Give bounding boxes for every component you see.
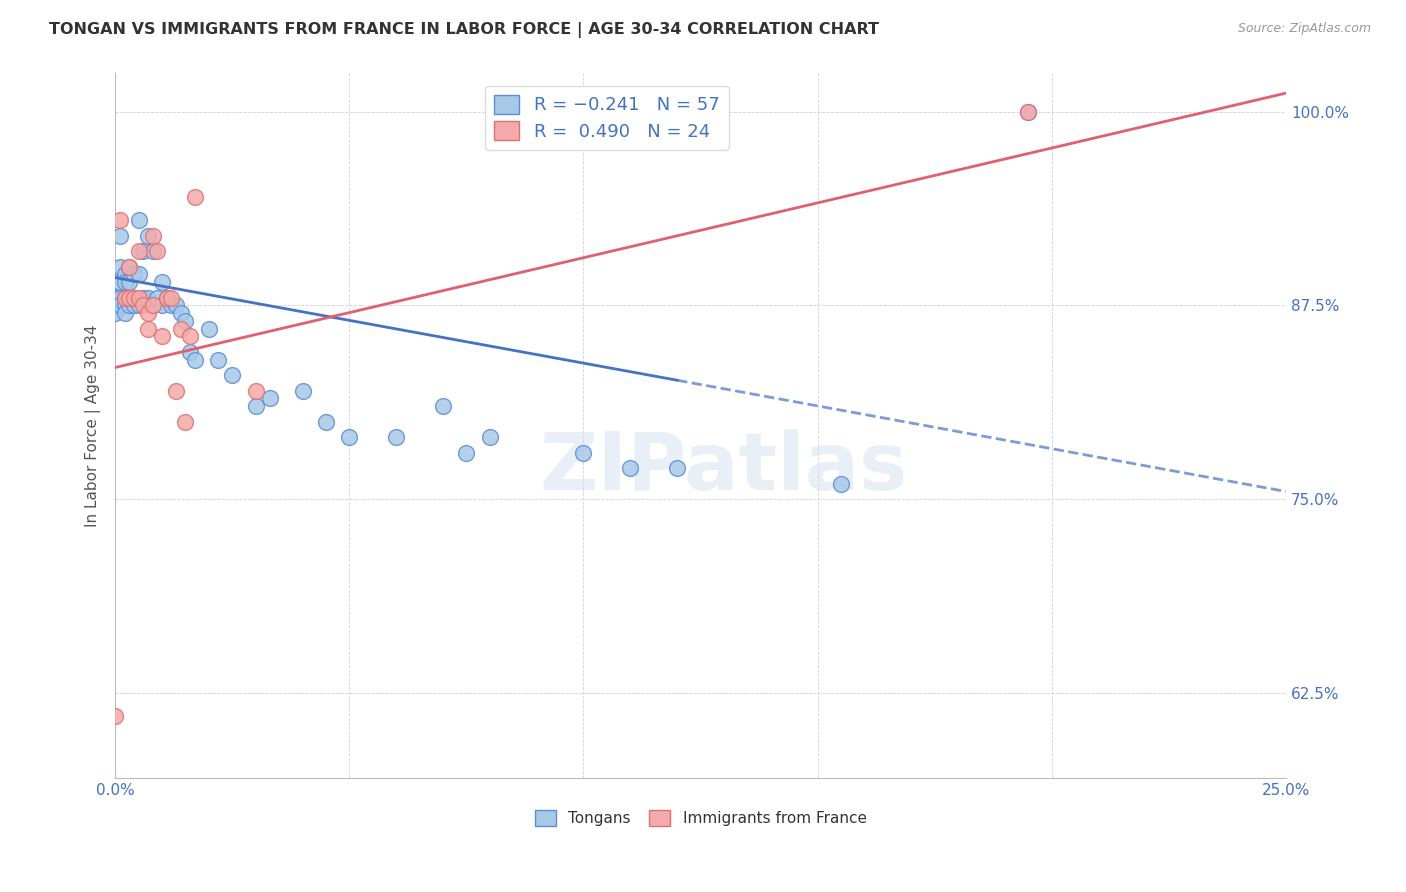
Point [108,298,131,312]
Text: TONGAN VS IMMIGRANTS FROM FRANCE IN LABOR FORCE | AGE 30-34 CORRELATION CHART: TONGAN VS IMMIGRANTS FROM FRANCE IN LABO… [49,22,879,38]
Point [118,260,141,274]
Point [142,298,165,312]
Point [315,415,337,429]
Point [174,415,197,429]
Point [108,260,131,274]
Point [108,291,131,305]
Y-axis label: In Labor Force | Age 30-34: In Labor Force | Age 30-34 [86,325,101,527]
Point [142,244,165,259]
Point [136,306,159,320]
Point [118,298,141,312]
Point [114,291,136,305]
Point [478,430,501,444]
Point [337,430,360,444]
Point [132,244,155,259]
Point [666,461,689,475]
Point [174,314,197,328]
Point [104,291,127,305]
Point [128,268,150,282]
Point [198,322,221,336]
Point [114,306,136,320]
Point [245,399,267,413]
Point [122,291,145,305]
Point [179,329,201,343]
Point [122,268,145,282]
Point [122,291,145,305]
Point [128,298,150,312]
Point [170,322,193,336]
Point [114,298,136,312]
Point [146,244,169,259]
Point [118,275,141,289]
Point [179,345,201,359]
Point [104,298,127,312]
Point [142,298,165,312]
Point [108,228,131,243]
Point [104,298,127,312]
Point [1017,104,1039,119]
Point [160,291,183,305]
Point [114,291,136,305]
Point [170,306,193,320]
Point [619,461,641,475]
Point [114,268,136,282]
Point [1017,104,1039,119]
Point [385,430,408,444]
Point [221,368,243,383]
Legend: Tongans, Immigrants from France: Tongans, Immigrants from France [527,802,875,834]
Point [104,306,127,320]
Point [150,329,173,343]
Point [114,275,136,289]
Point [207,352,229,367]
Point [291,384,314,398]
Point [108,275,131,289]
Point [136,228,159,243]
Point [259,392,281,406]
Text: ZIPatlas: ZIPatlas [540,429,908,507]
Point [118,260,141,274]
Point [128,244,150,259]
Point [572,446,595,460]
Point [104,709,127,723]
Point [128,291,150,305]
Point [108,213,131,227]
Point [136,291,159,305]
Point [432,399,454,413]
Point [128,213,150,227]
Point [156,291,179,305]
Point [160,298,183,312]
Point [830,476,852,491]
Point [184,352,207,367]
Point [142,228,165,243]
Point [118,291,141,305]
Point [132,298,155,312]
Point [456,446,478,460]
Point [165,298,187,312]
Point [165,384,187,398]
Point [150,298,173,312]
Point [132,291,155,305]
Point [122,298,145,312]
Point [245,384,267,398]
Point [156,291,179,305]
Text: Source: ZipAtlas.com: Source: ZipAtlas.com [1237,22,1371,36]
Point [118,291,141,305]
Point [136,322,159,336]
Point [184,190,207,204]
Point [146,291,169,305]
Point [150,275,173,289]
